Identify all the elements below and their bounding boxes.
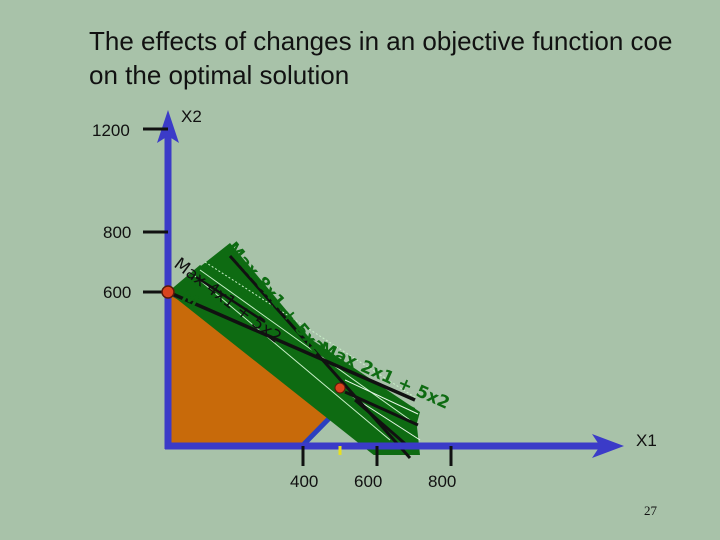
optimal-point-corner [334, 382, 346, 394]
x-tick-label-600: 600 [354, 472, 382, 491]
optimal-point-x2-600 [161, 285, 175, 299]
y-tick-label-800: 800 [103, 223, 131, 242]
feasible-region [168, 292, 352, 445]
x1-axis-label: X1 [636, 431, 657, 450]
title-line-2: on the optimal solution [89, 60, 350, 90]
title-line-1: The effects of changes in an objective f… [89, 26, 673, 56]
page-number: 27 [644, 503, 657, 518]
objective-line-2x1-5x2 [167, 290, 416, 402]
objective-line-4x1-5x2 [195, 275, 266, 324]
x-tick-label-400: 400 [290, 472, 318, 491]
x1-axis-arrow-icon [592, 434, 624, 458]
x-tick-label-800: 800 [428, 472, 456, 491]
slide-title: The effects of changes in an objective f… [89, 24, 672, 92]
y-tick-label-600: 600 [103, 283, 131, 302]
x2-axis-label: X2 [181, 107, 202, 126]
objective-line-fan [168, 243, 421, 455]
x2-axis-arrow-icon [157, 110, 179, 143]
y-tick-label-1200: 1200 [92, 121, 130, 140]
